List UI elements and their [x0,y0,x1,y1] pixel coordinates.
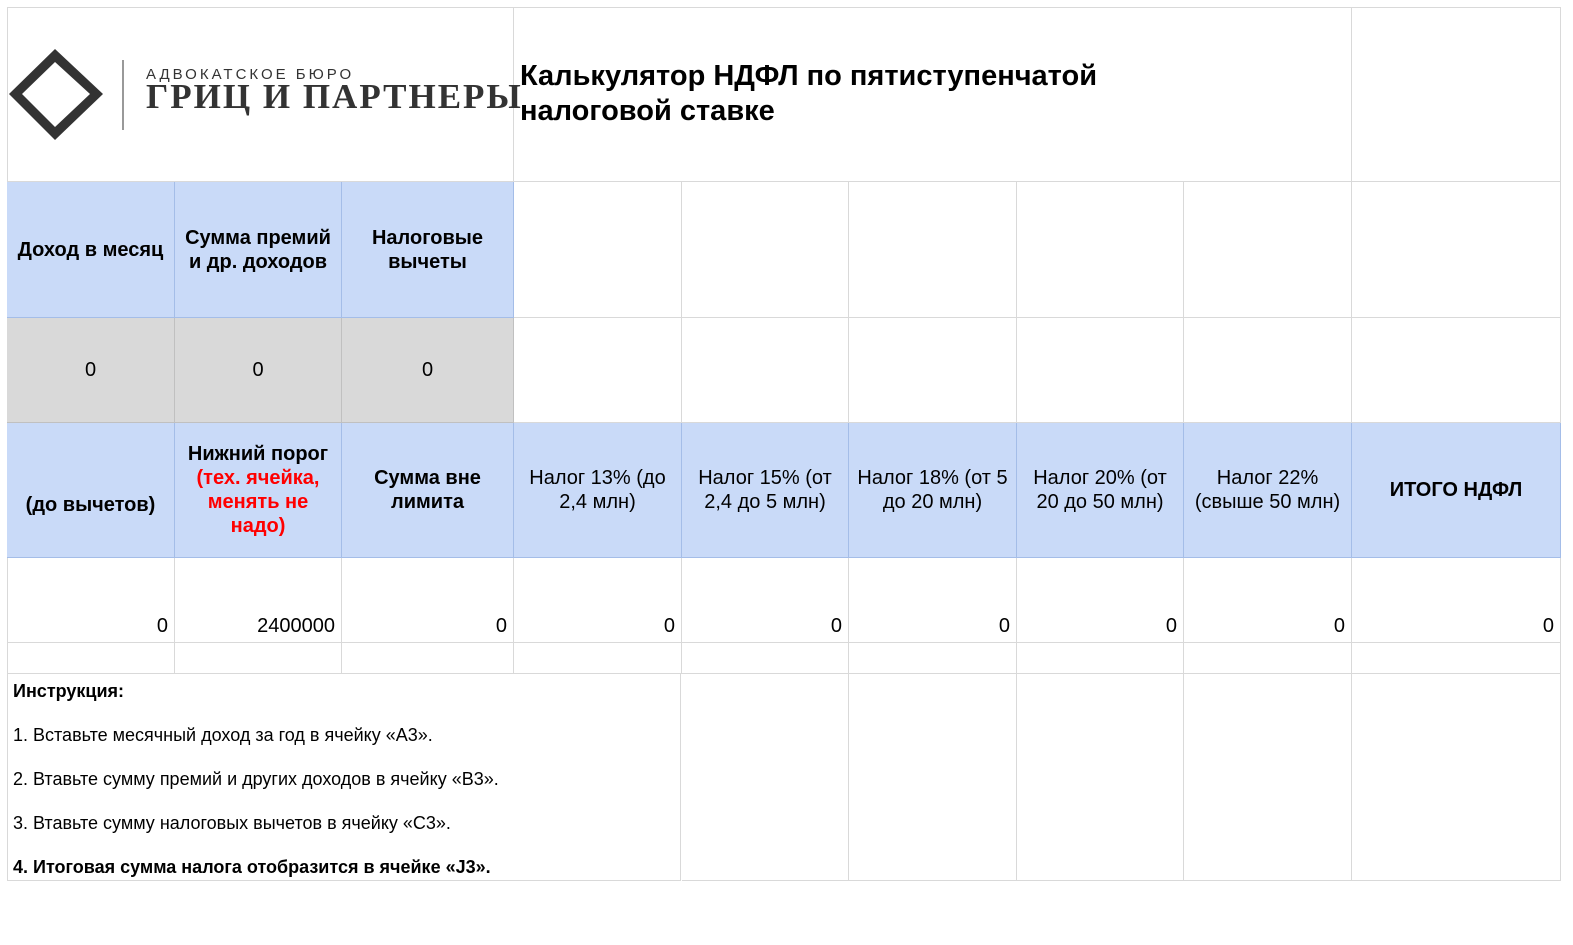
logo-name: ГРИЦ И ПАРТНЕРЫ [146,77,523,116]
cell-g2[interactable] [1017,182,1184,318]
cell-i2[interactable] [1352,182,1561,318]
instruction-step-2: 2. Втавьте сумму премий и других доходов… [13,769,499,789]
value-tax13[interactable]: 0 [514,558,682,643]
page-title[interactable]: Калькулятор НДФЛ по пятиступенчатой нало… [514,7,1352,182]
header-lower-threshold[interactable]: Нижний порог (тех. ячейка, менять не над… [175,423,342,558]
header-tax18[interactable]: Налог 18% (от 5 до 20 млн) [849,423,1017,558]
cell-d6[interactable] [514,643,682,674]
logo-subtitle: АДВОКАТСКОЕ БЮРО [146,66,355,83]
header-above-limit[interactable]: Сумма вне лимита [342,423,514,558]
instructions-cell[interactable]: Инструкция: 1. Вставьте месячный доход з… [7,674,681,881]
cell-j1[interactable] [1352,7,1561,182]
cell-g7[interactable] [1017,674,1184,881]
cell-g6[interactable] [1017,643,1184,674]
value-above-limit[interactable]: 0 [342,558,514,643]
instruction-step-3: 3. Втавьте сумму налоговых вычетов в яче… [13,813,451,833]
header-income[interactable]: Доход в месяц [7,182,175,318]
instruction-step-4: 4. Итоговая сумма налога отобразится в я… [13,857,491,877]
value-tax20[interactable]: 0 [1017,558,1184,643]
cell-e7[interactable] [682,674,849,881]
cell-d2[interactable] [514,182,682,318]
cell-f7[interactable] [849,674,1017,881]
cell-i6[interactable] [1352,643,1561,674]
diamond-logo-icon [9,49,103,140]
cell-a6[interactable] [7,643,175,674]
header-tax15[interactable]: Налог 15% (от 2,4 до 5 млн) [682,423,849,558]
cell-f2[interactable] [849,182,1017,318]
value-tax15[interactable]: 0 [682,558,849,643]
value-tax18[interactable]: 0 [849,558,1017,643]
value-lower-threshold[interactable]: 2400000 [175,558,342,643]
instructions-heading: Инструкция: [13,681,125,701]
value-total[interactable]: 0 [1352,558,1561,643]
spreadsheet-grid: АДВОКАТСКОЕ БЮРО ГРИЦ И ПАРТНЕРЫ Калькул… [7,7,1561,881]
cell-h7[interactable] [1184,674,1352,881]
instruction-step-1: 1. Вставьте месячный доход за год в ячей… [13,725,433,745]
cell-f3[interactable] [849,318,1017,423]
header-tax20[interactable]: Налог 20% (от 20 до 50 млн) [1017,423,1184,558]
cell-b6[interactable] [175,643,342,674]
cell-d3[interactable] [514,318,682,423]
value-tax22[interactable]: 0 [1184,558,1352,643]
header-tax13[interactable]: Налог 13% (до 2,4 млн) [514,423,682,558]
lower-threshold-note: (тех. ячейка, менять не надо) [196,467,320,537]
header-bonuses[interactable]: Сумма премий и др. доходов [175,182,342,318]
logo-cell: АДВОКАТСКОЕ БЮРО ГРИЦ И ПАРТНЕРЫ [7,7,521,182]
cell-h6[interactable] [1184,643,1352,674]
cell-c6[interactable] [342,643,514,674]
lower-threshold-label: Нижний порог [187,443,329,465]
cell-e3[interactable] [682,318,849,423]
cell-e6[interactable] [682,643,849,674]
cell-f6[interactable] [849,643,1017,674]
header-tax22[interactable]: Налог 22% (свыше 50 млн) [1184,423,1352,558]
cell-i7[interactable] [1352,674,1561,881]
value-before-deductions[interactable]: 0 [7,558,175,643]
cell-i3[interactable] [1352,318,1561,423]
header-before-deductions[interactable]: (до вычетов) [7,423,175,558]
header-total[interactable]: ИТОГО НДФЛ [1352,423,1561,558]
input-income[interactable]: 0 [7,318,175,423]
input-deductions[interactable]: 0 [342,318,514,423]
cell-h3[interactable] [1184,318,1352,423]
logo-divider [122,60,124,130]
input-bonuses[interactable]: 0 [175,318,342,423]
cell-h2[interactable] [1184,182,1352,318]
cell-e2[interactable] [682,182,849,318]
header-deductions[interactable]: Налоговые вычеты [342,182,514,318]
cell-g3[interactable] [1017,318,1184,423]
